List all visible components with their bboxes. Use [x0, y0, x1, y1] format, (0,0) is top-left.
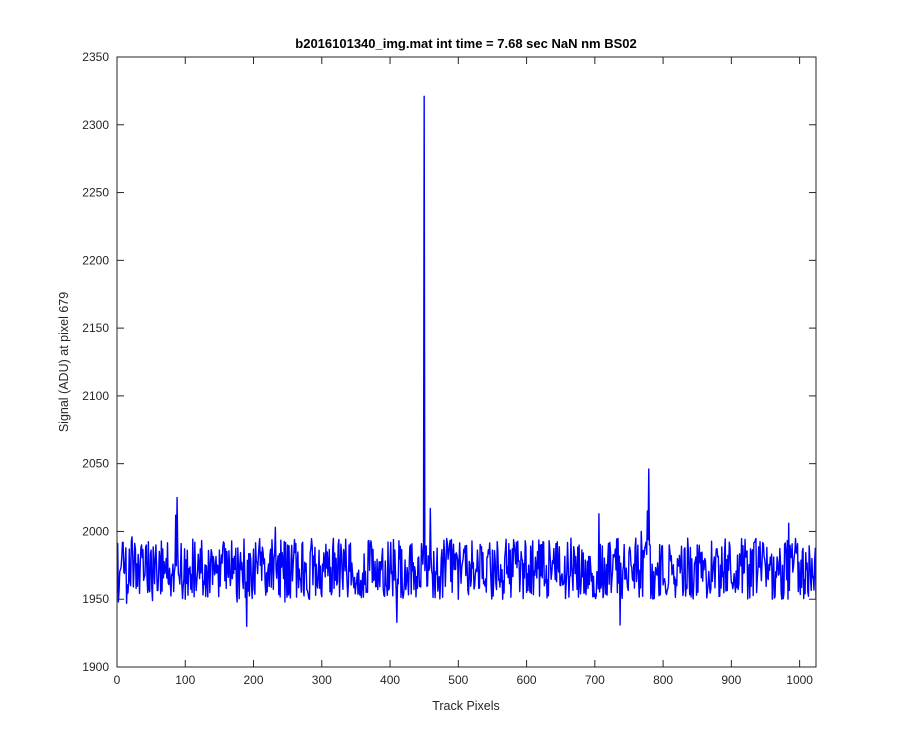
x-tick-label: 100 — [175, 673, 195, 687]
y-tick-label: 1900 — [82, 660, 109, 674]
x-axis-label: Track Pixels — [432, 699, 500, 713]
x-tick-label: 1000 — [786, 673, 813, 687]
y-tick-label: 2150 — [82, 321, 109, 335]
x-tick-label: 300 — [312, 673, 332, 687]
y-tick-label: 1950 — [82, 592, 109, 606]
y-tick-label: 2000 — [82, 524, 109, 538]
axes-box — [116, 56, 817, 668]
x-tick-label: 700 — [585, 673, 605, 687]
x-tick-label: 200 — [244, 673, 264, 687]
x-tick-label: 600 — [517, 673, 537, 687]
y-tick-label: 2100 — [82, 389, 109, 403]
y-tick-label: 2050 — [82, 457, 109, 471]
signal-line — [117, 95, 816, 628]
y-tick-label: 2300 — [82, 118, 109, 132]
x-axis: 0 100 200 300 400 500 600 700 800 900 1000 — [114, 57, 813, 687]
x-tick-label: 0 — [114, 673, 121, 687]
y-tick-label: 2200 — [82, 253, 109, 267]
y-axis-label: Signal (ADU) at pixel 679 — [57, 292, 71, 432]
y-axis: 1900 1950 2000 2050 2100 2150 2200 2250 2300 2350 — [82, 50, 816, 674]
y-tick-label: 2250 — [82, 186, 109, 200]
chart-title: b2016101340_img.mat int time = 7.68 sec … — [295, 36, 636, 51]
x-tick-label: 400 — [380, 673, 400, 687]
series-layer — [117, 95, 816, 628]
x-tick-label: 900 — [721, 673, 741, 687]
x-tick-label: 800 — [653, 673, 673, 687]
y-tick-label: 2350 — [82, 50, 109, 64]
x-tick-label: 500 — [448, 673, 468, 687]
